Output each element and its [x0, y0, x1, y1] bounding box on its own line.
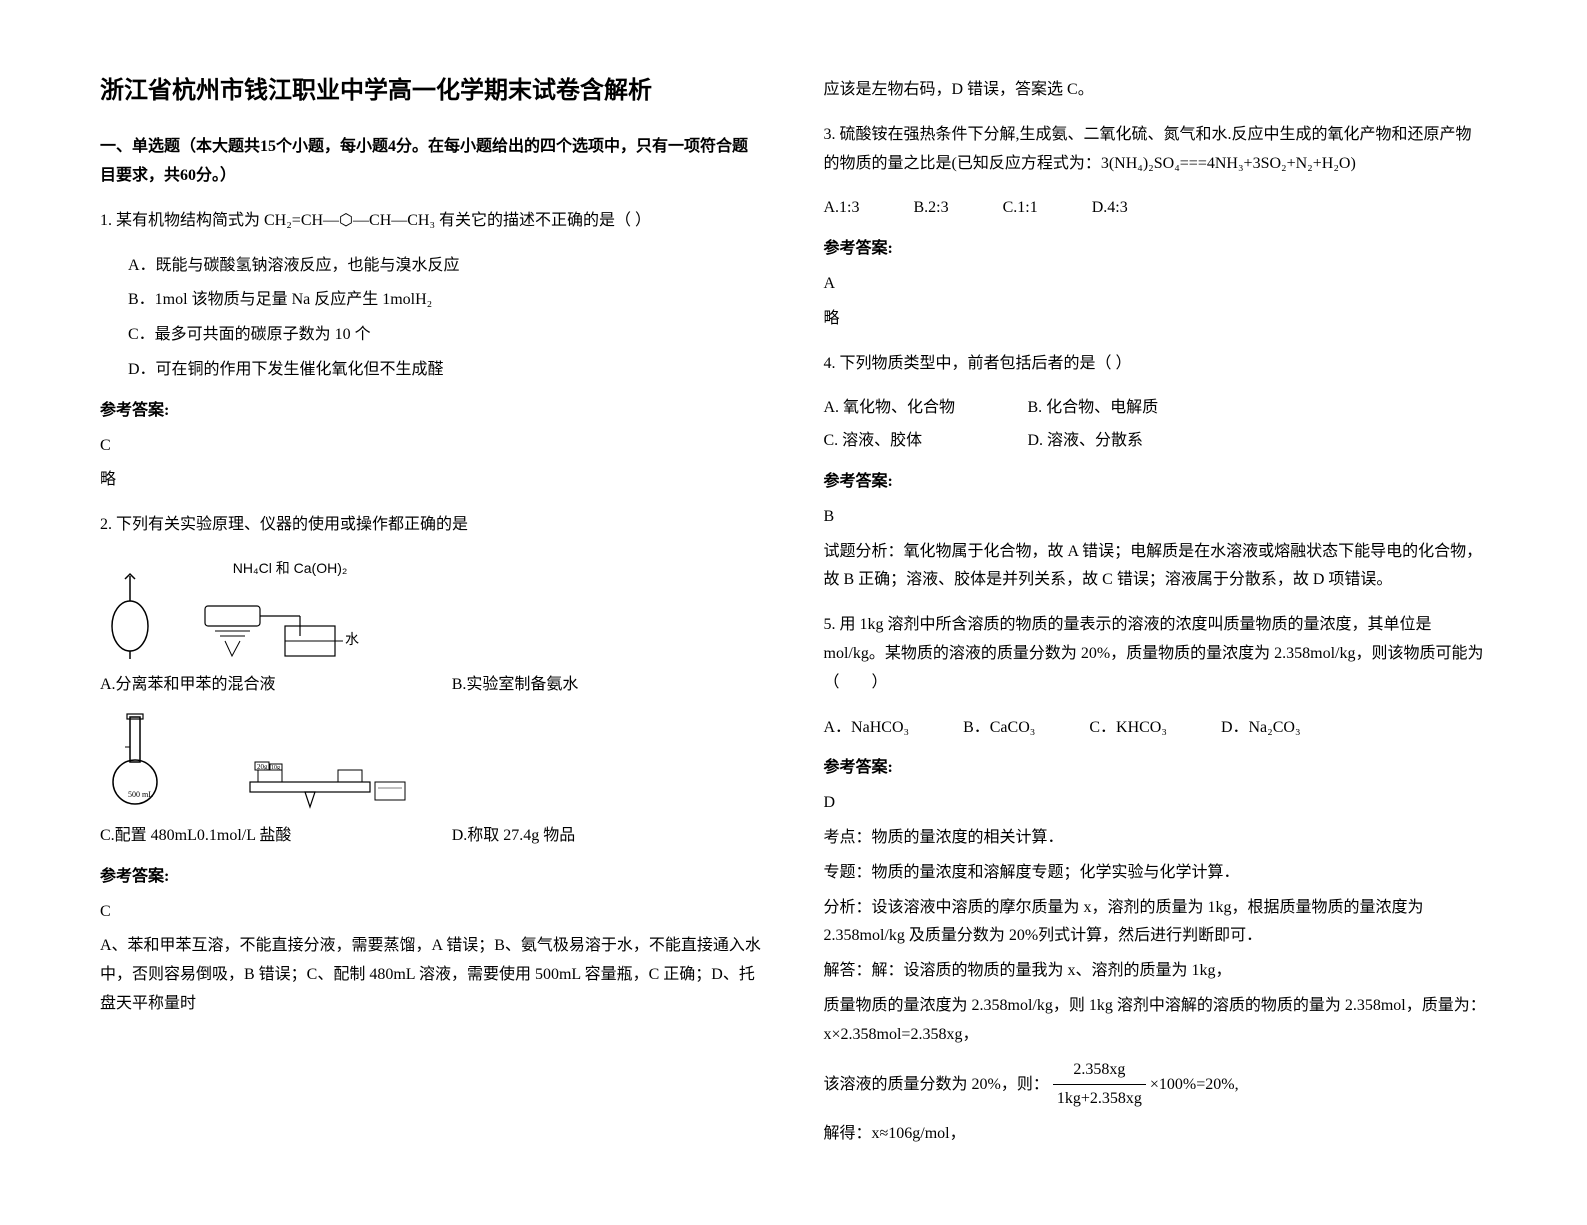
- q1-option-a: A．既能与碳酸氢钠溶液反应，也能与溴水反应: [128, 252, 764, 281]
- question-5: 5. 用 1kg 溶剂中所含溶质的物质的量表示的溶液的浓度叫质量物质的量浓度，其…: [824, 611, 1488, 697]
- q1-answer: C: [100, 432, 764, 461]
- q2-explain: A、苯和甲苯互溶，不能直接分液，需要蒸馏，A 错误；B、氨气极易溶于水，不能直接…: [100, 932, 764, 1018]
- q2-caption-row-1: A.分离苯和甲苯的混合液 B.实验室制备氨水: [100, 671, 764, 700]
- question-1: 1. 某有机物结构简式为 CH₂=CH—⬡—CH—CH₃ 有关它的描述不正确的是…: [100, 207, 764, 236]
- q5-e7: 解得：x≈106g/mol，: [824, 1120, 1488, 1149]
- q2-option-d: D.称取 27.4g 物品: [452, 822, 764, 851]
- q5-answer-label: 参考答案:: [824, 754, 1488, 783]
- q3-option-a: A.1:3: [824, 194, 860, 223]
- q3-option-b: B.2:3: [914, 194, 949, 223]
- q2-images-row-1: NH₄Cl 和 Ca(OH)₂ 水: [100, 556, 764, 661]
- q5-e6-post: ×100%=20%,: [1150, 1075, 1239, 1092]
- q2-stem: 2. 下列有关实验原理、仪器的使用或操作都正确的是: [100, 511, 764, 540]
- question-2: 2. 下列有关实验原理、仪器的使用或操作都正确的是: [100, 511, 764, 540]
- q5-e2: 专题：物质的量浓度和溶解度专题；化学实验与化学计算．: [824, 859, 1488, 888]
- q5-e4: 解答：解：设溶质的物质的量我为 x、溶剂的质量为 1kg，: [824, 957, 1488, 986]
- q3-options: A.1:3 B.2:3 C.1:1 D.4:3: [824, 194, 1488, 223]
- right-column: 应该是左物右码，D 错误，答案选 C。 3. 硫酸铵在强热条件下分解,生成氨、二…: [824, 70, 1488, 1155]
- water-label-text: 水: [345, 632, 359, 648]
- q3-stem: 3. 硫酸铵在强热条件下分解,生成氨、二氧化硫、氮气和水.反应中生成的氧化产物和…: [824, 121, 1488, 179]
- fraction-numerator: 2.358xg: [1053, 1056, 1146, 1086]
- page-title: 浙江省杭州市钱江职业中学高一化学期末试卷含解析: [100, 70, 764, 113]
- q5-option-c: C．KHCO₃: [1089, 714, 1167, 743]
- q1-answer-label: 参考答案:: [100, 397, 764, 426]
- q4-options-row-1: A. 氧化物、化合物 B. 化合物、电解质: [824, 394, 1488, 423]
- q2-image-d: 20g 10g: [210, 732, 410, 812]
- q4-option-c: C. 溶液、胶体: [824, 427, 1024, 456]
- fraction: 2.358xg 1kg+2.358xg: [1053, 1056, 1146, 1115]
- q1-options: A．既能与碳酸氢钠溶液反应，也能与溴水反应 B．1mol 该物质与足量 Na 反…: [128, 252, 764, 385]
- q5-e6-pre: 该溶液的质量分数为 20%，则：: [824, 1075, 1049, 1092]
- q4-answer: B: [824, 503, 1488, 532]
- q2-answer: C: [100, 898, 764, 927]
- q3-option-c: C.1:1: [1003, 194, 1038, 223]
- q5-e1: 考点：物质的量浓度的相关计算．: [824, 824, 1488, 853]
- svg-text:500 mL: 500 mL: [128, 790, 153, 799]
- section-header: 一、单选题（本大题共15个小题，每小题4分。在每小题给出的四个选项中，只有一项符…: [100, 133, 764, 191]
- q4-options-row-2: C. 溶液、胶体 D. 溶液、分散系: [824, 427, 1488, 456]
- q3-answer: A: [824, 270, 1488, 299]
- q5-stem: 5. 用 1kg 溶剂中所含溶质的物质的量表示的溶液的浓度叫质量物质的量浓度，其…: [824, 611, 1488, 697]
- q5-option-d: D．Na₂CO₃: [1221, 714, 1301, 743]
- q4-option-d: D. 溶液、分散系: [1028, 432, 1144, 449]
- q2-option-b: B.实验室制备氨水: [452, 671, 764, 700]
- q2-caption-row-2: C.配置 480mL0.1mol/L 盐酸 D.称取 27.4g 物品: [100, 822, 764, 851]
- q1-option-d: D．可在铜的作用下发生催化氧化但不生成醛: [128, 356, 764, 385]
- q5-options: A．NaHCO₃ B．CaCO₃ C．KHCO₃ D．Na₂CO₃: [824, 714, 1488, 743]
- q5-option-a: A．NaHCO₃: [824, 714, 910, 743]
- q2-images-row-2: 500 mL 20g 10g: [100, 712, 764, 812]
- q2-image-a: [100, 571, 160, 661]
- page-container: 浙江省杭州市钱江职业中学高一化学期末试卷含解析 一、单选题（本大题共15个小题，…: [100, 70, 1487, 1155]
- q2-answer-label: 参考答案:: [100, 863, 764, 892]
- q1-explain: 略: [100, 466, 764, 495]
- q2-image-b: NH₄Cl 和 Ca(OH)₂ 水: [200, 556, 380, 661]
- q3-answer-label: 参考答案:: [824, 235, 1488, 264]
- q2-option-a: A.分离苯和甲苯的混合液: [100, 671, 412, 700]
- q2-explain-cont: 应该是左物右码，D 错误，答案选 C。: [824, 76, 1488, 105]
- question-3: 3. 硫酸铵在强热条件下分解,生成氨、二氧化硫、氮气和水.反应中生成的氧化产物和…: [824, 121, 1488, 179]
- q4-option-b: B. 化合物、电解质: [1028, 399, 1159, 416]
- question-4: 4. 下列物质类型中，前者包括后者的是（ ）: [824, 350, 1488, 379]
- q1-option-c: C．最多可共面的碳原子数为 10 个: [128, 321, 764, 350]
- q2-option-c: C.配置 480mL0.1mol/L 盐酸: [100, 822, 412, 851]
- svg-text:10g: 10g: [271, 765, 280, 771]
- svg-text:20g: 20g: [257, 763, 268, 771]
- q4-explain: 试题分析：氧化物属于化合物，故 A 错误；电解质是在水溶液或熔融状态下能导电的化…: [824, 538, 1488, 596]
- q5-e6: 该溶液的质量分数为 20%，则： 2.358xg 1kg+2.358xg ×10…: [824, 1056, 1488, 1115]
- q4-option-a: A. 氧化物、化合物: [824, 394, 1024, 423]
- left-column: 浙江省杭州市钱江职业中学高一化学期末试卷含解析 一、单选题（本大题共15个小题，…: [100, 70, 764, 1155]
- q5-option-b: B．CaCO₃: [963, 714, 1035, 743]
- q2-img-label: NH₄Cl 和 Ca(OH)₂: [233, 556, 348, 581]
- q3-option-d: D.4:3: [1092, 194, 1128, 223]
- q5-e3: 分析：设该溶液中溶质的摩尔质量为 x，溶剂的质量为 1kg，根据质量物质的量浓度…: [824, 894, 1488, 952]
- q1-option-b: B．1mol 该物质与足量 Na 反应产生 1molH₂: [128, 286, 764, 315]
- q1-stem: 1. 某有机物结构简式为 CH₂=CH—⬡—CH—CH₃ 有关它的描述不正确的是…: [100, 207, 764, 236]
- fraction-denominator: 1kg+2.358xg: [1053, 1085, 1146, 1114]
- q3-explain: 略: [824, 305, 1488, 334]
- q2-image-c: 500 mL: [100, 712, 170, 812]
- q5-e5: 质量物质的量浓度为 2.358mol/kg，则 1kg 溶剂中溶解的溶质的物质的…: [824, 992, 1488, 1050]
- q4-answer-label: 参考答案:: [824, 468, 1488, 497]
- q5-answer: D: [824, 789, 1488, 818]
- q4-stem: 4. 下列物质类型中，前者包括后者的是（ ）: [824, 350, 1488, 379]
